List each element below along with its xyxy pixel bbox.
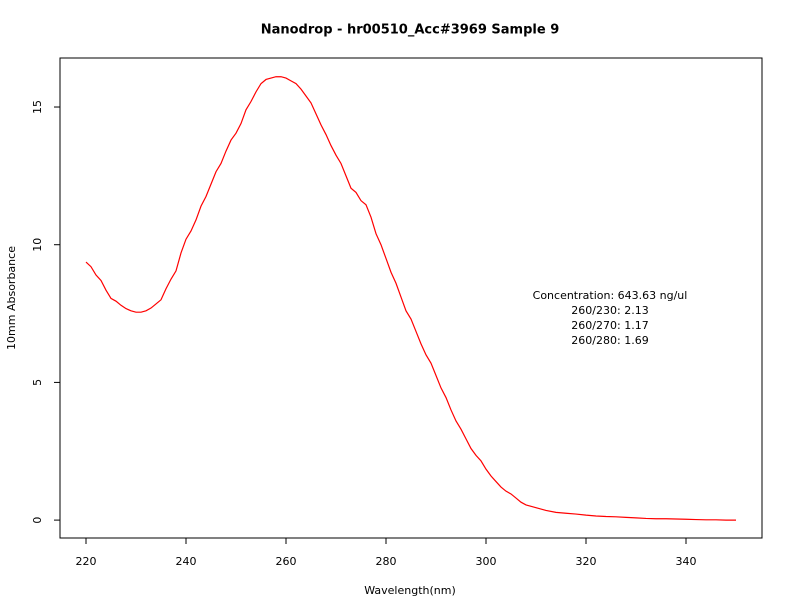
chart-title: Nanodrop - hr00510_Acc#3969 Sample 9 [261,23,560,38]
x-tick-label: 280 [376,555,397,568]
x-tick-label: 320 [576,555,597,568]
data-line [85,76,736,521]
y-axis-label: 10mm Absorbance [5,246,18,350]
x-axis-label: Wavelength(nm) [364,584,456,597]
y-tick-label: 0 [31,517,44,524]
x-tick-label: 220 [76,555,97,568]
annotation: 260/230: 2.13 [571,304,648,317]
y-tick-label: 15 [31,100,44,114]
x-tick-label: 340 [676,555,697,568]
x-tick-label: 300 [476,555,497,568]
y-tick-label: 5 [31,379,44,386]
plot-box [59,57,763,539]
x-tick-label: 260 [276,555,297,568]
annotation: Concentration: 643.63 ng/ul [533,289,688,302]
y-tick-label: 10 [31,238,44,252]
x-tick-label: 240 [176,555,197,568]
annotation: 260/280: 1.69 [571,334,648,347]
annotation: 260/270: 1.17 [571,319,648,332]
